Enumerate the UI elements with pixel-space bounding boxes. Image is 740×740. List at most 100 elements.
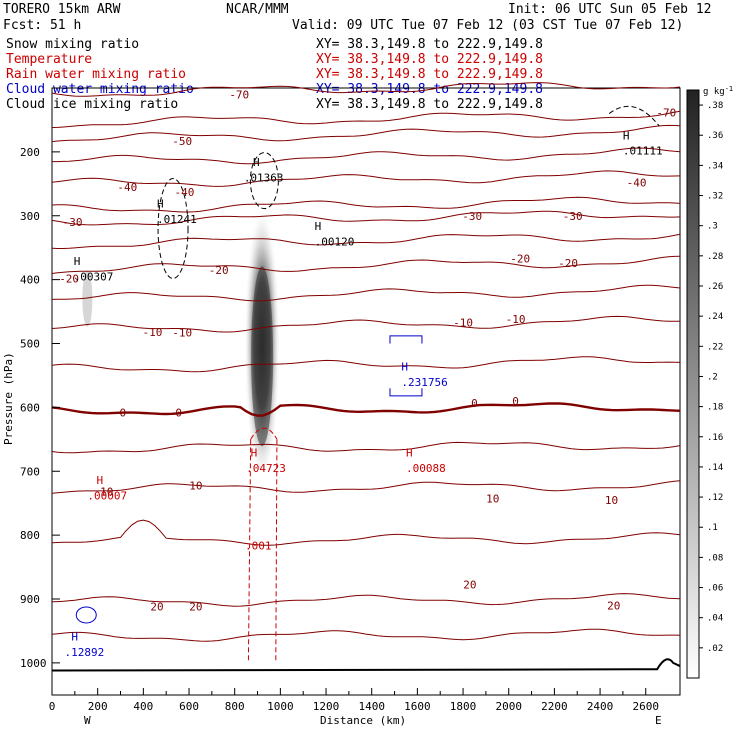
maximum-value-label: .01111	[623, 145, 663, 158]
isotherm-line	[51, 284, 681, 302]
isotherm-line	[51, 233, 681, 249]
field-section-coords: XY= 38.3,149.8 to 222.9,149.8	[316, 52, 543, 67]
terrain-profile	[51, 658, 681, 672]
x-tick-label: 800	[225, 700, 245, 713]
maximum-value-label: .00307	[74, 270, 114, 283]
isotherm-label: 0	[119, 406, 126, 419]
x-tick-label: 0	[49, 700, 56, 713]
field-section-coords: XY= 38.3,149.8 to 222.9,149.8	[316, 97, 543, 112]
x-tick-label: 400	[133, 700, 153, 713]
colorbar-tick-label: .14	[707, 463, 723, 473]
isotherm-label: 20	[463, 578, 476, 591]
forecast-hour: Fcst: 51 h	[3, 18, 81, 33]
high-marker: H	[406, 447, 413, 460]
colorbar-tick-label: .38	[707, 101, 723, 111]
center-name: NCAR/MMM	[226, 2, 289, 17]
field-name: Rain water mixing ratio	[6, 67, 186, 82]
colorbar-tick-label: .28	[707, 252, 723, 262]
maximum-value-label: .01363	[244, 171, 284, 184]
x-tick-label: 1600	[404, 700, 431, 713]
maximum-value-label: .231756	[401, 376, 447, 389]
isotherm-line	[51, 82, 681, 97]
cloud-water-contour	[389, 388, 423, 397]
isotherm-label: 20	[150, 601, 163, 614]
isotherm-label: -20	[59, 272, 79, 285]
maximum-value-label: .001	[245, 539, 272, 552]
high-marker: H	[74, 255, 81, 268]
isotherm-label: -30	[563, 210, 583, 223]
isotherm-line	[51, 519, 681, 546]
rain-contour	[275, 439, 278, 663]
valid-time: Valid: 09 UTC Tue 07 Feb 12 (03 CST Tue …	[292, 18, 683, 33]
high-marker: H	[251, 447, 258, 460]
isotherm-line	[51, 110, 681, 128]
isotherm-label: 0	[512, 395, 519, 408]
x-tick-label: 1400	[358, 700, 385, 713]
rain-contour	[250, 427, 278, 440]
y-tick-label: 900	[20, 593, 40, 606]
x-tick-label: 600	[179, 700, 199, 713]
high-marker: H	[401, 360, 408, 373]
x-axis-label: Distance (km)	[320, 714, 406, 727]
terrain-line	[51, 658, 681, 672]
isotherm-label: 0	[175, 406, 182, 419]
colorbar-tick-label: .08	[707, 553, 723, 563]
isotherm-line	[51, 124, 681, 143]
field-list: Snow mixing ratio XY= 38.3,149.8 to 222.9…	[6, 37, 543, 112]
x-tick-label: 1200	[313, 700, 340, 713]
snow-shading	[82, 190, 281, 471]
colorbar-tick-label: .22	[707, 342, 723, 352]
isotherm-line	[52, 147, 681, 165]
cloud-water-contour	[389, 335, 423, 344]
high-marker: H	[97, 474, 104, 487]
colorbar-scale	[686, 89, 700, 679]
colorbar-tick-label: .3	[707, 222, 718, 232]
init-time: Init: 06 UTC Sun 05 Feb 12	[508, 2, 712, 17]
isotherm-label: -10	[453, 316, 473, 329]
y-tick-label: 200	[20, 146, 40, 159]
maximum-value-label: .04723	[246, 462, 286, 475]
isotherm-label: -40	[175, 186, 195, 199]
maximum-value-label: .00007	[87, 490, 127, 503]
y-tick-label: 500	[20, 338, 40, 351]
y-tick-label: 1000	[20, 657, 47, 670]
isotherm-label: -40	[117, 181, 137, 194]
colorbar-tick-label: .36	[707, 131, 723, 141]
field-section-coords: XY= 38.3,149.8 to 222.9,149.8	[316, 37, 543, 52]
isotherm-label: 0	[471, 397, 478, 410]
y-tick-label: 400	[20, 274, 40, 287]
isotherm-label: 10	[605, 494, 618, 507]
colorbar-tick-label: .02	[707, 644, 723, 654]
isotherm-label: -70	[656, 106, 676, 119]
model-name: TORERO 15km ARW	[3, 2, 121, 17]
colorbar-tick-label: .32	[707, 192, 723, 202]
plot-frame	[51, 87, 681, 696]
ice-contour	[608, 105, 660, 127]
high-marker: H	[253, 156, 260, 169]
field-section-coords: XY= 38.3,149.8 to 222.9,149.8	[316, 67, 543, 82]
isotherm-label: 10	[100, 486, 113, 499]
y-tick-label: 600	[20, 401, 40, 414]
ice-contour	[249, 152, 279, 210]
isotherm-line	[51, 255, 681, 274]
isotherm-line	[51, 315, 681, 333]
isotherm-label: 10	[486, 493, 499, 506]
y-axis-label: Pressure (hPa)	[2, 352, 15, 445]
x-tick-label: 200	[88, 700, 108, 713]
isotherm-label: -30	[462, 210, 482, 223]
temperature-isotherms	[51, 82, 681, 642]
colorbar-tick-label: .06	[707, 584, 723, 594]
high-marker: H	[315, 220, 322, 233]
high-marker: H	[623, 129, 630, 142]
rain-contour	[247, 439, 252, 663]
ice-contour	[157, 178, 189, 280]
colorbar-tick-label: .34	[707, 161, 723, 171]
maximum-value-label: .12892	[65, 646, 105, 659]
isotherm-label: -30	[63, 216, 83, 229]
isotherm-label: -10	[172, 327, 192, 340]
x-tick-label: 1000	[267, 700, 294, 713]
isotherm-label: -70	[229, 88, 249, 101]
x-tick-label: 2400	[587, 700, 614, 713]
west-end-label: W	[84, 714, 91, 727]
